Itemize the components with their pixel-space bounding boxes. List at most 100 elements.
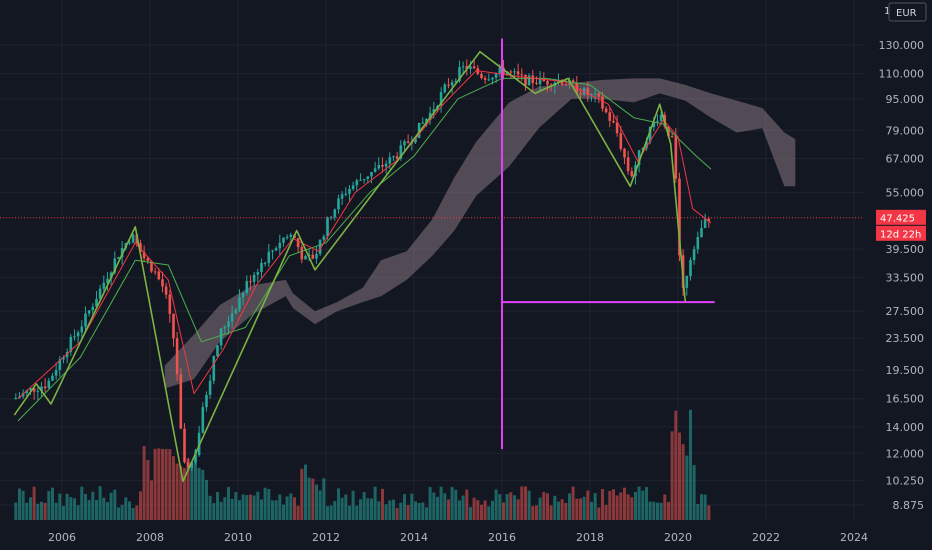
- volume-bar: [667, 502, 670, 520]
- drawing-annotations: [501, 38, 715, 450]
- volume-bar: [498, 494, 502, 520]
- candle-body: [531, 75, 535, 83]
- volume-bar: [124, 497, 128, 520]
- moving-average-lines: [13, 50, 712, 482]
- volume-bar: [190, 464, 194, 520]
- candle-body: [322, 236, 326, 240]
- volume-bar: [25, 502, 29, 520]
- candle-body: [230, 313, 234, 322]
- candle-body: [340, 194, 344, 199]
- volume-bar: [212, 503, 216, 520]
- candle-body: [348, 188, 351, 194]
- volume-bar: [227, 487, 230, 520]
- volume-bar: [205, 479, 208, 520]
- candle-body: [190, 462, 194, 468]
- candle-body: [344, 193, 348, 195]
- candle-body: [73, 336, 76, 338]
- candle-body: [648, 127, 652, 142]
- volume-bar: [274, 500, 278, 520]
- candle-body: [696, 237, 700, 250]
- volume-bar: [36, 503, 40, 520]
- candle-body: [161, 279, 164, 287]
- candle-body: [351, 185, 355, 189]
- candle-body: [311, 254, 315, 259]
- candle-body: [480, 73, 483, 78]
- volume-bar: [14, 502, 18, 520]
- candle-body: [113, 258, 117, 273]
- candle-body: [102, 282, 106, 289]
- volume-bar: [601, 489, 604, 520]
- candle-body: [21, 393, 25, 397]
- volume-bar: [509, 492, 513, 520]
- volume-bar: [615, 495, 619, 520]
- volume-bar: [120, 504, 124, 520]
- time-scale-panel[interactable]: [0, 520, 864, 550]
- candle-body: [414, 137, 417, 143]
- candle-body: [142, 251, 146, 259]
- candle-body: [131, 234, 135, 243]
- volume-bar: [21, 490, 25, 520]
- last-price-label: 47.425: [880, 213, 915, 224]
- candle-body: [381, 165, 384, 167]
- currency-badge[interactable]: 1 EUR: [884, 2, 927, 22]
- volume-bar: [531, 505, 535, 520]
- volume-bar: [652, 501, 656, 520]
- volume-bar: [32, 486, 36, 520]
- candle-body: [604, 108, 608, 113]
- volume-bar: [538, 497, 542, 520]
- volume-bar: [480, 504, 483, 520]
- volume-bar: [593, 493, 597, 520]
- candle-body: [564, 84, 568, 86]
- last-price-box: [876, 209, 926, 225]
- volume-bar: [579, 498, 582, 520]
- candle-body: [395, 156, 399, 159]
- ichimoku-cloud: [164, 78, 796, 389]
- candle-body: [263, 262, 267, 264]
- candle-body: [194, 455, 197, 462]
- y-tick-label: 130.000: [879, 39, 925, 52]
- volume-bar: [307, 477, 311, 520]
- volume-bar: [491, 500, 494, 520]
- volume-bar: [271, 500, 274, 520]
- candle-body: [483, 78, 487, 80]
- volume-bar: [439, 486, 443, 520]
- volume-bar: [84, 493, 87, 520]
- bar-countdown-label: 12d 22h: [880, 229, 921, 240]
- candle-body: [315, 253, 318, 259]
- volume-bar: [201, 469, 205, 520]
- candle-body: [601, 96, 604, 109]
- volume-bar: [73, 498, 76, 520]
- volume-bar: [432, 492, 436, 520]
- x-tick-label: 2014: [400, 531, 428, 544]
- y-tick-label: 8.875: [893, 499, 925, 512]
- candle-body: [425, 118, 428, 123]
- candle-body: [450, 82, 454, 86]
- volume-bar: [634, 491, 637, 520]
- volume-bar: [98, 486, 102, 520]
- volume-bar: [183, 468, 186, 520]
- volume-bar: [674, 410, 678, 520]
- volume-bar: [527, 490, 531, 520]
- volume-bar: [102, 497, 106, 520]
- candle-body: [40, 386, 43, 391]
- candle-body: [597, 93, 601, 97]
- volume-bar: [256, 491, 260, 520]
- candle-body: [608, 112, 612, 121]
- volume-bar: [586, 490, 590, 520]
- x-tick-label: 2022: [752, 531, 780, 544]
- price-scale-panel[interactable]: [864, 0, 932, 550]
- candle-body: [227, 321, 230, 327]
- candle-body: [516, 71, 520, 75]
- volume-bar: [135, 505, 139, 520]
- volume-bar: [505, 494, 509, 520]
- volume-bar: [340, 497, 344, 520]
- volume-bar: [549, 505, 553, 520]
- volume-bar: [146, 459, 150, 520]
- candle-body: [51, 375, 54, 381]
- candle-body: [223, 326, 227, 329]
- candle-body: [432, 109, 436, 113]
- candle-body: [513, 71, 516, 73]
- volume-bar: [520, 486, 524, 520]
- zigzag-line: [13, 50, 687, 482]
